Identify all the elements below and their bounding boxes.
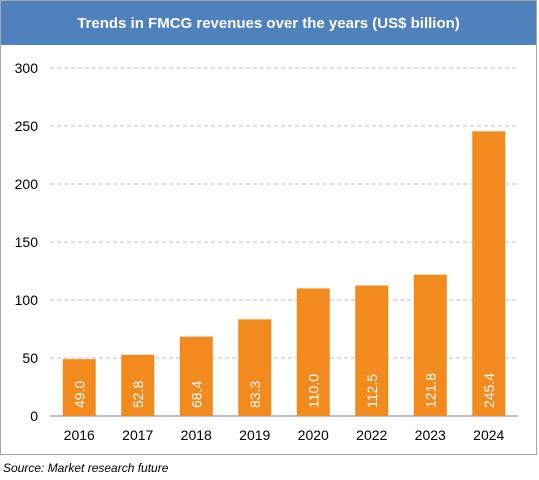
y-tick-label: 0	[30, 408, 38, 424]
x-tick-label: 2017	[122, 427, 153, 443]
y-tick-label: 250	[15, 118, 39, 134]
bar	[413, 274, 447, 416]
x-tick-label: 2023	[415, 427, 446, 443]
y-tick-label: 200	[15, 176, 39, 192]
data-label: 68.4	[188, 381, 204, 408]
data-label: 110.0	[305, 374, 321, 408]
x-tick-label: 2022	[356, 427, 387, 443]
data-label: 83.3	[247, 381, 263, 408]
data-label: 49.0	[71, 381, 87, 408]
x-tick-label: 2020	[298, 427, 329, 443]
bar	[472, 131, 506, 416]
bar	[238, 319, 272, 416]
bar	[179, 336, 213, 416]
bar	[62, 359, 96, 416]
y-tick-label: 50	[22, 350, 38, 366]
data-label: 245.4	[481, 373, 497, 408]
bar	[355, 285, 389, 416]
data-label: 52.8	[130, 381, 146, 408]
y-tick-label: 300	[15, 60, 39, 76]
bar	[121, 354, 155, 416]
x-tick-label: 2024	[473, 427, 504, 443]
x-tick-label: 2016	[64, 427, 95, 443]
x-tick-label: 2019	[239, 427, 270, 443]
x-tick-label: 2018	[181, 427, 212, 443]
y-tick-label: 100	[15, 292, 39, 308]
chart-title: Trends in FMCG revenues over the years (…	[1, 1, 536, 45]
bar	[296, 288, 330, 416]
bar-chart: 0 50 100 150 200 250 300 49.0 2016 52.8 2017 68.4 20…	[15, 60, 518, 443]
data-label: 121.8	[422, 373, 438, 408]
y-tick-label: 150	[15, 234, 39, 250]
source-note: Source: Market research future	[3, 461, 169, 475]
data-label: 112.5	[364, 374, 380, 408]
